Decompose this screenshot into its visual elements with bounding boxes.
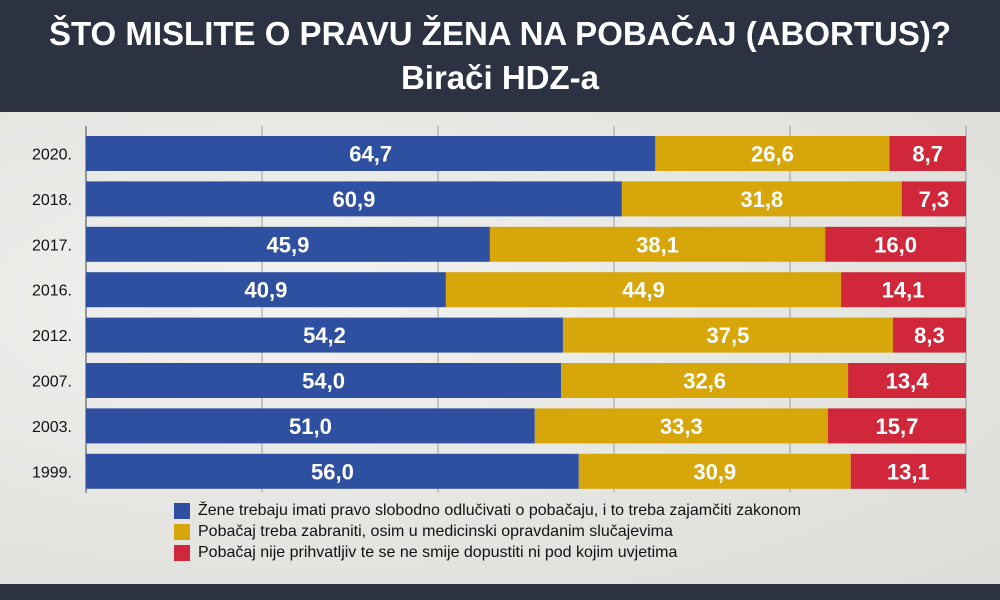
chart-header: ŠTO MISLITE O PRAVU ŽENA NA POBAČAJ (ABO… <box>0 0 1000 112</box>
bar-segment <box>578 453 851 489</box>
data-label: 14,1 <box>882 278 925 303</box>
data-label: 38,1 <box>636 232 679 257</box>
bar-segment <box>850 453 966 489</box>
bar-segment <box>621 181 902 217</box>
category-label: 2016. <box>32 283 72 300</box>
legend-label-3: Pobačaj nije prihvatljiv te se ne smije … <box>198 544 678 561</box>
bar-segment <box>86 317 563 353</box>
bar-segment <box>889 136 966 171</box>
data-label: 45,9 <box>267 232 310 257</box>
data-label: 40,9 <box>245 278 288 303</box>
bar-segment <box>445 272 842 308</box>
legend-swatch-3 <box>174 544 190 561</box>
bar-segment <box>86 408 535 444</box>
category-label: 2020. <box>32 147 72 164</box>
footer-bar <box>0 584 1000 600</box>
bar-segment <box>901 181 966 217</box>
data-label: 60,9 <box>333 187 376 212</box>
bar-segment <box>841 272 966 308</box>
data-label: 16,0 <box>874 232 917 257</box>
category-label: 1999. <box>32 464 72 481</box>
legend-label-1: Žene trebaju imati pravo slobodno odluči… <box>198 502 801 519</box>
data-label: 51,0 <box>289 414 332 439</box>
legend-item-3: Pobačaj nije prihvatljiv te se ne smije … <box>174 542 974 563</box>
bar-segment <box>562 317 893 353</box>
data-label: 54,2 <box>303 323 346 348</box>
bar-segment <box>534 408 828 444</box>
data-label: 8,7 <box>912 142 943 167</box>
data-label: 56,0 <box>311 459 354 484</box>
data-label: 13,1 <box>887 459 930 484</box>
data-label: 15,7 <box>876 414 919 439</box>
legend-item-2: Pobačaj treba zabraniti, osim u medicins… <box>174 521 974 542</box>
data-label: 44,9 <box>622 278 665 303</box>
chart-title: ŠTO MISLITE O PRAVU ŽENA NA POBAČAJ (ABO… <box>48 15 952 52</box>
bar-segment <box>561 363 849 398</box>
legend-swatch-1 <box>174 502 190 519</box>
bar-segment <box>86 272 446 308</box>
category-label: 2018. <box>32 192 72 209</box>
category-label: 2003. <box>32 419 72 436</box>
data-label: 30,9 <box>693 459 736 484</box>
legend: Žene trebaju imati pravo slobodno odluči… <box>174 500 974 563</box>
data-label: 26,6 <box>751 142 794 167</box>
bar-segment <box>825 226 966 262</box>
chart-subtitle: Birači HDZ-a <box>400 59 600 96</box>
data-label: 13,4 <box>886 369 930 394</box>
data-label: 8,3 <box>914 323 945 348</box>
bar-segment <box>489 226 826 262</box>
legend-label-2: Pobačaj treba zabraniti, osim u medicins… <box>198 523 673 540</box>
bar-segment <box>86 181 622 217</box>
legend-swatch-2 <box>174 523 190 540</box>
bar-segment <box>86 363 562 398</box>
bar-segment <box>86 226 490 262</box>
data-label: 33,3 <box>660 414 703 439</box>
data-label: 32,6 <box>683 369 726 394</box>
bar-segment <box>655 136 890 171</box>
data-label: 7,3 <box>919 187 950 212</box>
data-label: 54,0 <box>302 369 345 394</box>
data-label: 31,8 <box>740 187 783 212</box>
data-label: 37,5 <box>707 323 750 348</box>
bar-segment <box>86 136 656 171</box>
bar-segment <box>827 408 966 444</box>
data-label: 64,7 <box>349 142 392 167</box>
bar-segment <box>892 317 966 353</box>
bar-segment <box>848 363 966 398</box>
category-label: 2017. <box>32 237 72 254</box>
legend-item-1: Žene trebaju imati pravo slobodno odluči… <box>174 500 974 521</box>
category-label: 2007. <box>32 374 72 391</box>
category-label: 2012. <box>32 328 72 345</box>
bar-segment <box>86 453 579 489</box>
